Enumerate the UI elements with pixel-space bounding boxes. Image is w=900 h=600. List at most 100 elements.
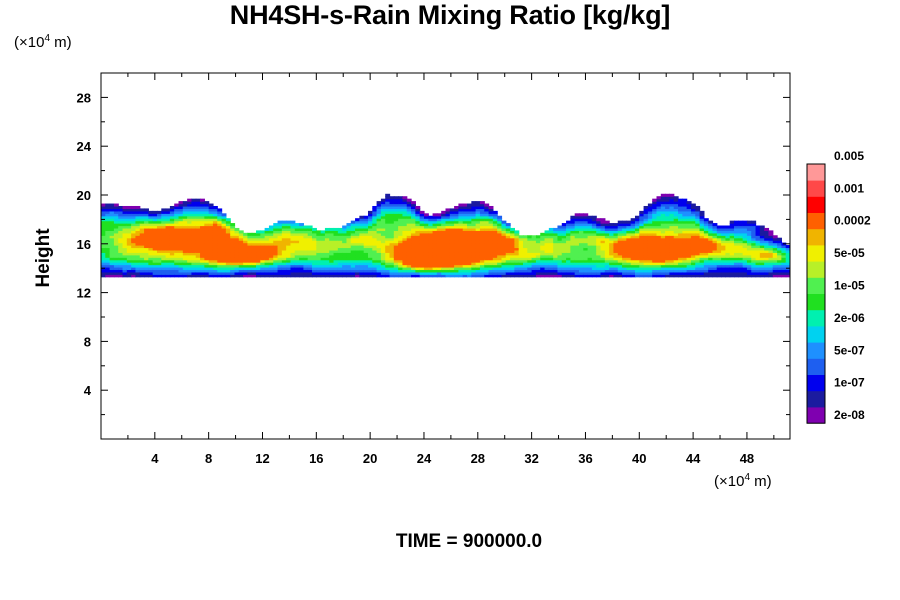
contour-cell [380,205,386,210]
contour-cell [316,232,322,236]
contour-cell [243,254,249,258]
contour-cell [191,205,197,210]
contour-cell [432,218,438,222]
contour-cell [346,266,352,271]
contour-cell [428,215,434,219]
contour-cell [342,269,348,273]
contour-cell [716,225,722,229]
contour-cell [113,257,119,261]
contour-cell [548,230,554,234]
contour-cell [286,227,292,231]
contour-cell [294,237,300,241]
contour-cell [518,252,524,256]
contour-cell [751,223,757,227]
contour-cell [755,232,761,236]
contour-cell [398,225,404,229]
contour-cell [725,252,731,256]
contour-cell [217,247,223,251]
contour-cell [570,269,576,273]
contour-cell [634,264,640,268]
contour-cell [574,262,580,266]
contour-cell [406,213,412,217]
contour-cell [432,254,438,258]
contour-cell [260,249,266,253]
contour-cell [665,262,671,266]
contour-cell [191,259,197,263]
contour-cell [281,254,287,258]
contour-cell [247,266,253,271]
contour-cell [488,230,494,234]
contour-cell [445,230,451,234]
contour-cell [479,259,485,263]
contour-cell [639,254,645,258]
contour-cell [109,266,115,271]
contour-cell [212,237,218,241]
contour-cell [208,259,214,263]
contour-cell [428,247,434,251]
contour-cell [703,237,709,241]
contour-cell [673,208,679,212]
contour-cell [329,247,335,251]
contour-cell [656,220,662,224]
contour-cell [286,225,292,229]
contour-cell [751,245,757,249]
contour-cell [131,237,137,241]
colorbar-swatch [807,245,825,262]
contour-cell [131,235,137,239]
contour-cell [643,230,649,234]
contour-cell [484,245,490,249]
contour-cell [479,245,485,249]
contour-cell [169,232,175,236]
contour-cell [479,225,485,229]
contour-cell [191,262,197,266]
contour-cell [566,227,571,231]
contour-cell [294,259,300,263]
contour-cell [411,203,416,207]
contour-cell [101,269,106,273]
contour-cell [682,240,688,244]
contour-cell [415,225,421,229]
contour-cell [256,264,261,268]
colorbar-label: 5e-05 [834,246,865,260]
contour-cell [505,230,511,234]
contour-cell [139,215,145,219]
x-axis-unit: (×104 m) [714,472,772,490]
y-unit-suffix: m) [50,34,72,51]
contour-cell [419,218,425,222]
contour-cell [380,245,386,249]
contour-cell [182,274,188,278]
contour-cell [195,240,201,244]
contour-cell [406,247,412,251]
contour-cell [708,259,714,263]
contour-cell [208,252,214,256]
contour-cell [462,225,468,229]
contour-cell [583,245,589,249]
contour-cell [428,262,434,266]
contour-cell [768,230,774,234]
contour-cell [492,269,498,273]
contour-cell [187,203,193,207]
contour-cell [200,254,205,258]
contour-cell [660,230,666,234]
contour-cell [449,262,455,266]
contour-cell [746,223,752,227]
contour-cell [531,264,537,268]
contour-cell [712,227,718,231]
contour-cell [346,262,352,266]
contour-cell [574,249,580,253]
contour-cell [475,203,481,207]
contour-cell [273,262,279,266]
contour-cell [221,218,227,222]
contour-cell [359,225,365,229]
contour-cell [454,269,460,273]
contour-cell [587,266,593,271]
contour-cell [312,252,317,256]
contour-cell [596,269,602,273]
contour-cell [355,262,360,266]
contour-cell [492,223,498,227]
contour-cell [639,232,645,236]
contour-cell [501,249,507,253]
contour-cell [492,215,498,219]
contour-cell [294,271,300,275]
contour-cell [622,262,627,266]
